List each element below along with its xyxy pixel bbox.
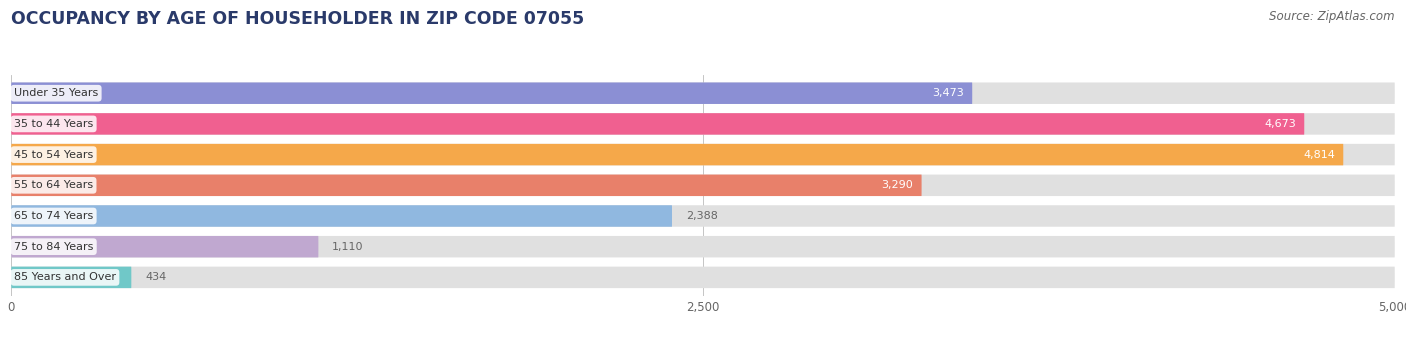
FancyBboxPatch shape xyxy=(11,267,1395,288)
Text: 1,110: 1,110 xyxy=(332,242,364,252)
Text: 434: 434 xyxy=(145,272,166,283)
Text: 65 to 74 Years: 65 to 74 Years xyxy=(14,211,93,221)
Text: 55 to 64 Years: 55 to 64 Years xyxy=(14,180,93,190)
FancyBboxPatch shape xyxy=(11,144,1395,165)
Text: 3,473: 3,473 xyxy=(932,88,965,98)
Text: 45 to 54 Years: 45 to 54 Years xyxy=(14,150,93,159)
Text: 35 to 44 Years: 35 to 44 Years xyxy=(14,119,93,129)
FancyBboxPatch shape xyxy=(11,144,1343,165)
FancyBboxPatch shape xyxy=(11,113,1395,135)
Text: OCCUPANCY BY AGE OF HOUSEHOLDER IN ZIP CODE 07055: OCCUPANCY BY AGE OF HOUSEHOLDER IN ZIP C… xyxy=(11,10,585,28)
FancyBboxPatch shape xyxy=(11,113,1305,135)
Text: 75 to 84 Years: 75 to 84 Years xyxy=(14,242,93,252)
FancyBboxPatch shape xyxy=(11,236,1395,257)
Text: 85 Years and Over: 85 Years and Over xyxy=(14,272,117,283)
Text: 3,290: 3,290 xyxy=(882,180,914,190)
FancyBboxPatch shape xyxy=(11,174,1395,196)
Text: 2,388: 2,388 xyxy=(686,211,717,221)
FancyBboxPatch shape xyxy=(11,205,672,227)
FancyBboxPatch shape xyxy=(11,236,318,257)
FancyBboxPatch shape xyxy=(11,267,131,288)
Text: Under 35 Years: Under 35 Years xyxy=(14,88,98,98)
FancyBboxPatch shape xyxy=(11,83,1395,104)
FancyBboxPatch shape xyxy=(11,83,972,104)
FancyBboxPatch shape xyxy=(11,205,1395,227)
FancyBboxPatch shape xyxy=(11,174,921,196)
Text: Source: ZipAtlas.com: Source: ZipAtlas.com xyxy=(1270,10,1395,23)
Text: 4,814: 4,814 xyxy=(1303,150,1334,159)
Text: 4,673: 4,673 xyxy=(1264,119,1296,129)
